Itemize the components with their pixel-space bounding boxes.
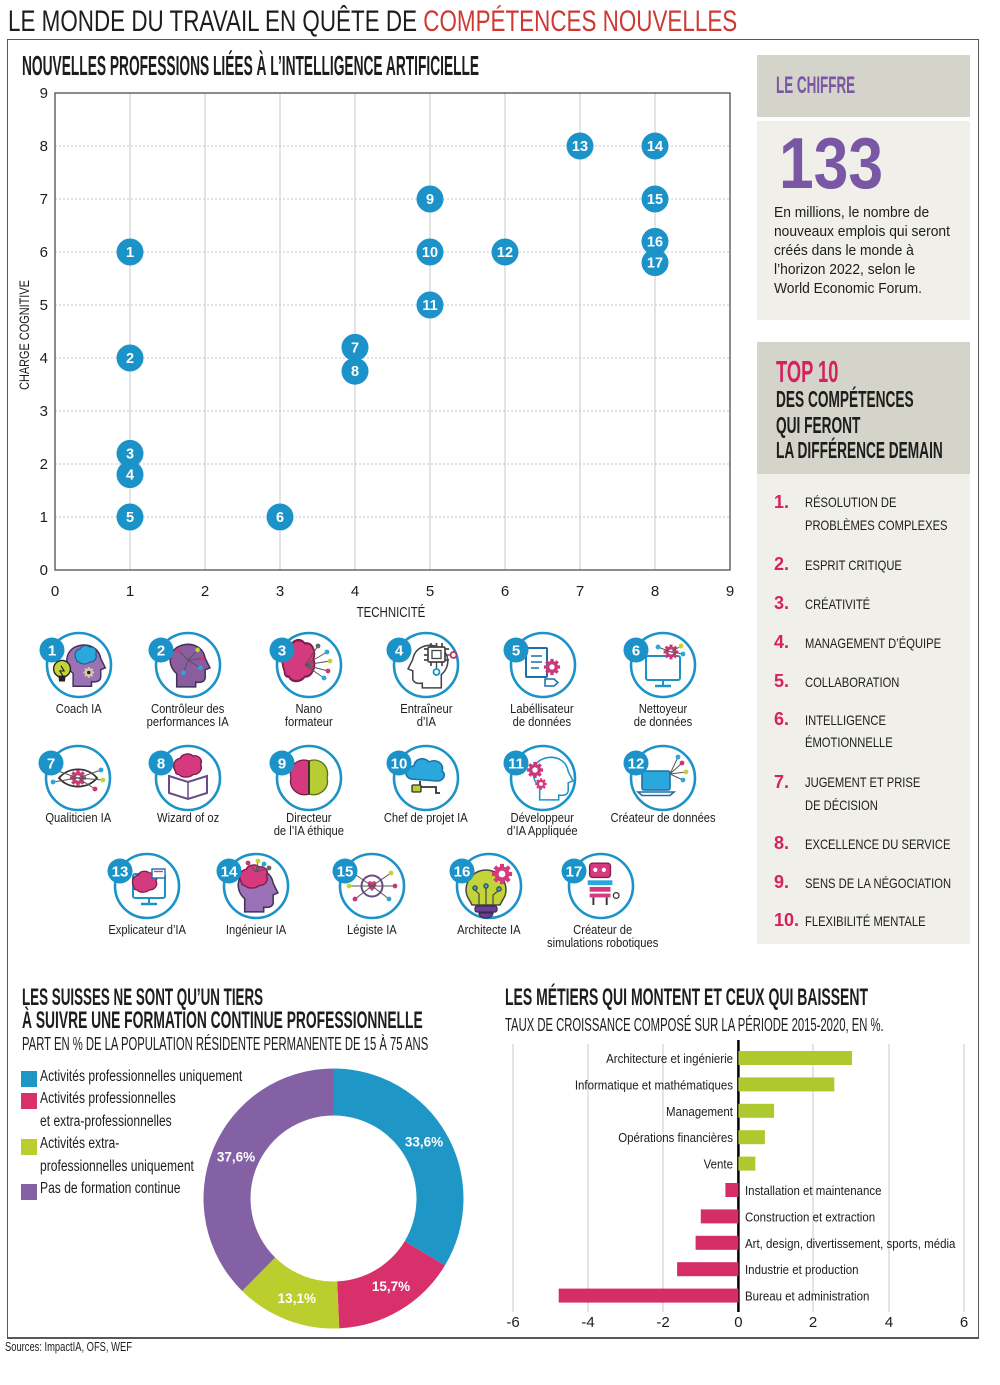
svg-text:7: 7: [351, 340, 359, 356]
svg-text:CHARGE COGNITIVE: CHARGE COGNITIVE: [17, 280, 33, 390]
svg-text:5: 5: [126, 510, 134, 526]
svg-text:6: 6: [276, 510, 284, 526]
svg-text:2: 2: [809, 1314, 817, 1331]
svg-text:10: 10: [390, 756, 407, 773]
svg-text:Industrie et production: Industrie et production: [745, 1262, 859, 1277]
svg-text:5: 5: [426, 583, 434, 600]
svg-text:Informatique et mathématiques: Informatique et mathématiques: [575, 1078, 733, 1093]
svg-text:16: 16: [454, 864, 471, 881]
svg-text:9: 9: [278, 756, 286, 773]
svg-text:-6: -6: [506, 1314, 519, 1331]
svg-text:2: 2: [201, 583, 209, 600]
svg-text:2: 2: [157, 643, 165, 660]
svg-text:7: 7: [47, 756, 55, 773]
svg-text:10: 10: [422, 245, 438, 261]
svg-text:12: 12: [628, 756, 645, 773]
svg-text:-4: -4: [581, 1314, 594, 1331]
svg-text:TECHNICITÉ: TECHNICITÉ: [357, 604, 426, 621]
svg-text:6: 6: [501, 583, 509, 600]
svg-text:1: 1: [48, 643, 56, 660]
svg-text:15,7%: 15,7%: [371, 1279, 409, 1294]
svg-text:11: 11: [508, 756, 524, 773]
svg-text:9: 9: [40, 85, 48, 102]
svg-text:13,1%: 13,1%: [277, 1291, 315, 1306]
svg-text:16: 16: [647, 234, 663, 250]
svg-text:9: 9: [726, 583, 734, 600]
svg-text:2: 2: [40, 456, 48, 473]
svg-text:14: 14: [221, 864, 238, 881]
svg-text:5: 5: [511, 643, 519, 660]
svg-text:1: 1: [40, 509, 48, 526]
svg-text:8: 8: [157, 756, 165, 773]
svg-text:3: 3: [40, 403, 48, 420]
svg-text:4: 4: [351, 583, 359, 600]
svg-text:6: 6: [632, 643, 640, 660]
svg-text:9: 9: [426, 192, 434, 208]
svg-text:14: 14: [647, 139, 663, 155]
svg-text:Vente: Vente: [704, 1157, 733, 1172]
svg-text:Art, design, divertissement, s: Art, design, divertissement, sports, méd…: [745, 1236, 956, 1251]
svg-text:7: 7: [576, 583, 584, 600]
svg-text:4: 4: [394, 643, 403, 660]
svg-text:3: 3: [276, 583, 284, 600]
svg-text:8: 8: [651, 583, 659, 600]
svg-text:7: 7: [40, 191, 48, 208]
svg-text:0: 0: [734, 1314, 742, 1331]
svg-text:15: 15: [647, 192, 663, 208]
svg-text:6: 6: [960, 1314, 968, 1331]
svg-text:12: 12: [497, 245, 513, 261]
svg-text:8: 8: [351, 364, 359, 380]
svg-text:11: 11: [422, 298, 437, 314]
svg-text:8: 8: [40, 138, 48, 155]
svg-text:6: 6: [40, 244, 48, 261]
svg-text:Management: Management: [666, 1104, 733, 1119]
svg-text:33,6%: 33,6%: [404, 1134, 442, 1149]
svg-text:17: 17: [647, 256, 663, 272]
svg-text:Construction et extraction: Construction et extraction: [745, 1210, 875, 1225]
svg-text:Architecture et ingénierie: Architecture et ingénierie: [606, 1051, 733, 1066]
svg-text:3: 3: [278, 643, 286, 660]
svg-text:Opérations financières: Opérations financières: [618, 1130, 733, 1145]
svg-text:15: 15: [337, 864, 354, 881]
svg-text:1: 1: [126, 583, 134, 600]
svg-text:3: 3: [126, 446, 134, 462]
svg-text:17: 17: [566, 864, 583, 881]
svg-text:5: 5: [40, 297, 48, 314]
svg-text:13: 13: [572, 139, 588, 155]
svg-text:-2: -2: [656, 1314, 669, 1331]
svg-text:1: 1: [126, 245, 134, 261]
svg-text:4: 4: [40, 350, 48, 367]
svg-text:4: 4: [885, 1314, 893, 1331]
svg-text:13: 13: [112, 864, 129, 881]
svg-text:37,6%: 37,6%: [216, 1149, 254, 1164]
svg-text:0: 0: [40, 562, 48, 579]
svg-text:Bureau et administration: Bureau et administration: [745, 1289, 869, 1304]
svg-text:Installation et maintenance: Installation et maintenance: [745, 1183, 882, 1198]
svg-text:2: 2: [126, 351, 134, 367]
svg-text:4: 4: [126, 468, 134, 484]
svg-text:0: 0: [51, 583, 59, 600]
